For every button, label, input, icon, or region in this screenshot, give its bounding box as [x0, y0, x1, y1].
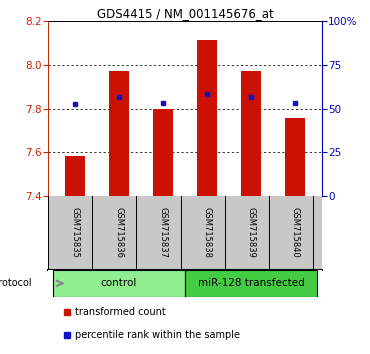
Bar [53, 270, 185, 297]
Text: GSM715836: GSM715836 [114, 207, 123, 258]
Text: control: control [101, 279, 137, 289]
Bar [197, 40, 217, 196]
Bar [65, 156, 84, 196]
Text: GSM715837: GSM715837 [158, 207, 167, 258]
Text: GSM715838: GSM715838 [203, 207, 212, 258]
Text: GSM715835: GSM715835 [70, 207, 79, 258]
Bar [153, 109, 173, 196]
Text: transformed count: transformed count [75, 307, 166, 317]
Text: protocol: protocol [0, 279, 32, 289]
Title: GDS4415 / NM_001145676_at: GDS4415 / NM_001145676_at [97, 7, 273, 20]
Bar [241, 72, 261, 196]
Bar [185, 270, 317, 297]
Bar [286, 119, 305, 196]
Text: GSM715840: GSM715840 [291, 207, 300, 258]
Bar [109, 72, 129, 196]
Text: GSM715839: GSM715839 [247, 207, 256, 258]
Text: miR-128 transfected: miR-128 transfected [198, 279, 305, 289]
Text: percentile rank within the sample: percentile rank within the sample [75, 330, 240, 339]
